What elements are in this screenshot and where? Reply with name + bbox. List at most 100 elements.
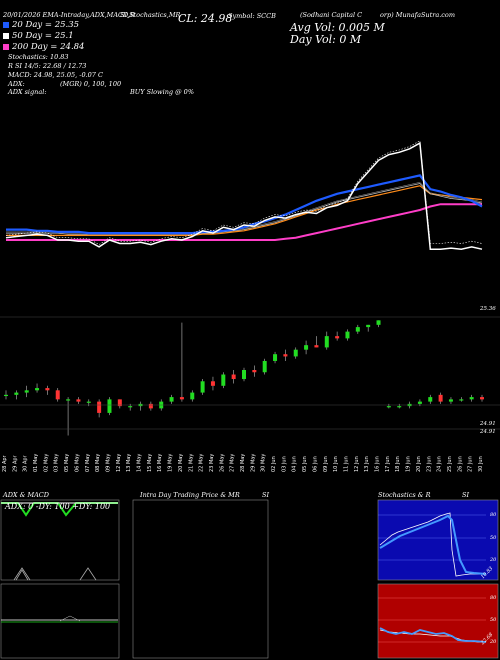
symbol-label: Symbol: SCCB — [228, 12, 276, 20]
ema200-line — [6, 203, 482, 241]
date-tick-label: 26 May — [219, 454, 225, 472]
date-tick-label: 29 May — [250, 454, 256, 472]
candle-body — [335, 336, 340, 339]
stoch-d-line — [379, 514, 487, 575]
header-indicators: SI,Stochastics,MR — [120, 11, 181, 19]
date-tick-label: 14 May — [137, 454, 143, 472]
date-tick-label: 12 May — [116, 454, 122, 472]
date-tick-label: 20 May — [178, 454, 184, 472]
date-tick-label: 05 May — [64, 454, 70, 472]
date-tick-label: 26 Jun — [457, 456, 463, 472]
date-tick-label: 16 May — [157, 454, 163, 472]
date-tick-label: 13 Jun — [364, 456, 370, 472]
candle-body — [386, 406, 391, 408]
candle-body — [242, 370, 246, 380]
date-tick-label: 15 May — [147, 454, 153, 472]
candle-body — [459, 399, 464, 401]
stoch-tick-20: 20 — [490, 557, 497, 563]
candle-body — [179, 397, 184, 400]
date-tick-label: 22 May — [199, 454, 205, 472]
legend-item-ema50: 50 Day = 25.1 — [3, 30, 84, 41]
candle-body — [190, 392, 195, 400]
date-tick-label: 11 Jun — [343, 456, 349, 472]
intraday-panel-title: Intra Day Trading Price & MR — [140, 491, 240, 499]
adx-readout: ADX: — [8, 80, 25, 88]
candle-body — [304, 345, 309, 350]
candle-body — [366, 324, 371, 328]
stoch-tick-80: 80 — [490, 512, 497, 518]
date-tick-label: 02 May — [43, 454, 49, 472]
date-tick-label: 01 May — [33, 454, 39, 472]
date-tick-label: 12 Jun — [354, 456, 360, 472]
candle-body — [66, 399, 71, 401]
legend-swatch-pink — [3, 43, 9, 50]
candle-body — [324, 336, 329, 348]
candle-body — [107, 399, 112, 413]
date-axis: 28 Apr 29 Apr 30 Apr 01 May 02 May 03 May 05 M… — [2, 454, 484, 472]
price-label-lower: 24.91 — [480, 429, 496, 435]
date-tick-label: 04 Jun — [292, 456, 298, 472]
candle-body — [283, 354, 288, 357]
macd-bump — [59, 615, 81, 622]
candle-body — [438, 394, 443, 402]
date-tick-label: 09 Jun — [323, 456, 329, 472]
stoch-panel-title: Stochastics & R — [378, 491, 431, 499]
legend-item-ema20: 20 Day = 25.35 — [3, 19, 84, 30]
legend-swatch-white — [3, 32, 9, 39]
date-tick-label: 28 Apr — [2, 454, 8, 472]
header-site: orp) MunafaSutra.com — [380, 11, 455, 19]
adx-spike — [13, 567, 31, 581]
candle-body — [128, 406, 133, 408]
candle-body — [97, 401, 102, 413]
main-price-chart: 28 Apr 29 Apr 30 Apr 01 May 02 May 03 May 05 M… — [0, 140, 500, 472]
legend-label: 50 Day = 25.1 — [12, 30, 74, 41]
price-label-lower: 24.91 — [480, 421, 496, 427]
date-tick-label: 13 May — [126, 454, 132, 472]
stoch-panel-title-2: SI — [462, 491, 470, 499]
date-tick-label: 09 May — [105, 454, 111, 472]
stoch-value-tag: 10.83 — [479, 565, 495, 581]
header-company: (Sodhani Capital C — [300, 11, 363, 19]
macd-readout: MACD: 24.98, 25.05, -0.07 C — [8, 71, 103, 79]
legend-label: 20 Day = 25.35 — [12, 19, 80, 30]
date-tick-label: 30 Jun — [478, 456, 484, 472]
candle-body — [469, 397, 474, 400]
candle-body — [148, 403, 153, 409]
candle-body — [210, 381, 215, 386]
ema-legend: 20 Day = 25.35 50 Day = 25.1 200 Day = 2… — [3, 19, 84, 52]
date-tick-label: 30 Apr — [23, 454, 29, 472]
candle-body — [293, 349, 298, 357]
price-label-upper: 25.36 — [480, 306, 496, 312]
price-line — [5, 141, 483, 250]
date-tick-label: 29 Apr — [12, 454, 18, 472]
date-tick-label: 20 Jun — [416, 456, 422, 472]
stochastics-panel — [377, 499, 499, 581]
date-tick-label: 21 May — [188, 454, 194, 472]
candle-body — [448, 399, 453, 402]
date-tick-label: 23 Jun — [426, 456, 432, 472]
candle-body — [376, 320, 381, 325]
date-tick-label: 24 Jun — [437, 456, 443, 472]
candle-body — [169, 397, 174, 402]
date-tick-label: 28 May — [240, 454, 246, 472]
price-smooth-line — [5, 140, 483, 245]
candle-body — [76, 399, 81, 402]
date-tick-label: 10 Jun — [333, 456, 339, 472]
date-tick-label: 08 May — [95, 454, 101, 472]
ema20-line — [6, 174, 483, 235]
rsi-tick-20: 20 — [490, 639, 497, 645]
candle-body — [314, 345, 319, 348]
date-tick-label: 17 Jun — [385, 456, 391, 472]
date-tick-label: 02 Jun — [271, 456, 277, 472]
stochastics-readout: Stochastics: 10.83 — [8, 53, 69, 61]
rsi-panel — [377, 583, 499, 659]
candle-body — [345, 331, 350, 339]
adx-panel — [0, 499, 120, 581]
candle-body — [86, 401, 91, 403]
adx-spike — [79, 567, 97, 581]
adx-panel-title: ADX & MACD — [3, 491, 49, 499]
candle-body — [252, 370, 257, 373]
candle-body — [35, 388, 40, 391]
adx-signal-readout: ADX signal: — [8, 88, 47, 96]
date-tick-label: 25 Jun — [447, 456, 453, 472]
